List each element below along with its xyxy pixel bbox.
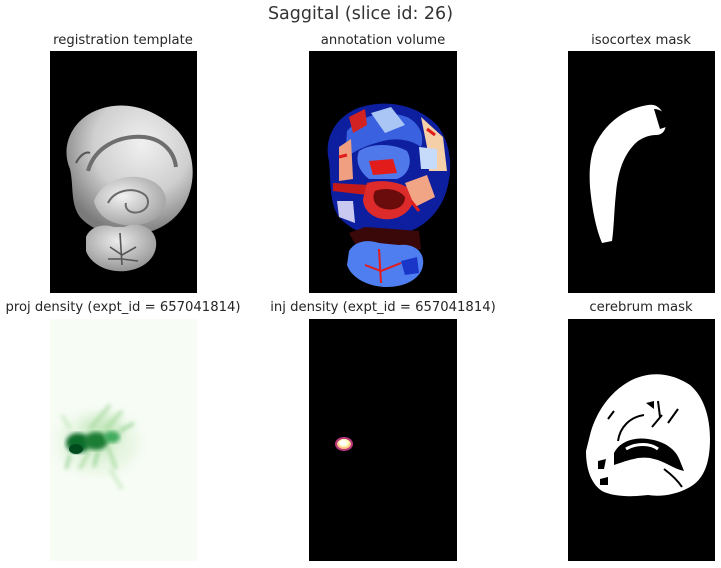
- figure-suptitle: Saggital (slice id: 26): [267, 4, 454, 24]
- annotation-volume-image: [309, 51, 457, 293]
- proj-density-image: [50, 319, 197, 561]
- panel-title-annotation-volume: annotation volume: [320, 33, 446, 48]
- cerebrum-mask-image: [568, 319, 715, 561]
- panel-title-registration-template: registration template: [53, 33, 193, 48]
- panel-title-inj-density: inj density (expt_id = 657041814): [270, 300, 496, 315]
- panel-title-cerebrum-mask: cerebrum mask: [589, 300, 693, 315]
- panel-title-isocortex-mask: isocortex mask: [591, 33, 691, 48]
- registration-template-image: [50, 51, 197, 293]
- isocortex-mask-image: [568, 51, 715, 293]
- panel-title-proj-density: proj density (expt_id = 657041814): [5, 300, 241, 315]
- inj-density-image: [309, 319, 457, 561]
